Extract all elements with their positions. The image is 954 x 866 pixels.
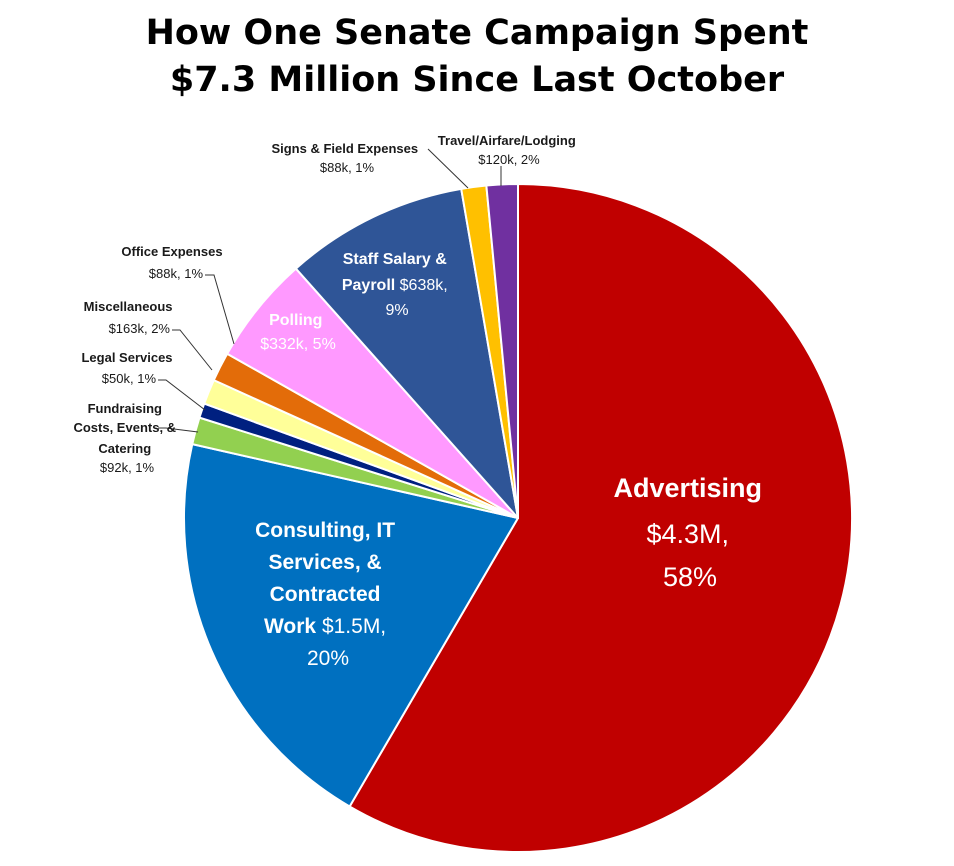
label-legal: Legal Services $50k, 1% [81, 349, 177, 386]
pie-slices [182, 182, 853, 853]
chart-title: How One Senate Campaign Spent $7.3 Milli… [0, 10, 954, 104]
chart-title-line-1: How One Senate Campaign Spent [145, 13, 809, 53]
label-staff-name-2: Payroll [342, 277, 395, 294]
label-fundraising: Fundraising Costs, Events, & Catering $9… [73, 400, 180, 475]
label-travel-value: $120k, 2% [478, 152, 540, 167]
label-signs-value: $88k, 1% [320, 160, 375, 175]
label-staff-amount: $638k, [395, 277, 447, 294]
label-polling-name: Polling [269, 312, 322, 329]
label-consulting-name-3: Contracted [270, 583, 381, 606]
label-consulting-pct: 20% [307, 647, 349, 670]
leader-lines [158, 148, 502, 433]
leader-line-misc [172, 329, 213, 371]
leader-line-legal [158, 379, 206, 411]
label-staff-line-2: Payroll $638k, [342, 277, 448, 294]
pie-slice-advertising [348, 183, 853, 853]
label-fundraising-name-2: Costs, Events, & [73, 420, 176, 435]
label-legal-value: $50k, 1% [102, 371, 157, 386]
label-consulting-name-2: Services, & [268, 551, 381, 574]
pie-slice-travel-airfare-lodging [485, 182, 519, 519]
label-signs: Signs & Field Expenses $88k, 1% [271, 140, 422, 175]
label-consulting-line-4: Work $1.5M, [264, 615, 386, 638]
label-consulting-amount: $1.5M, [316, 615, 386, 638]
label-polling-value: $332k, 5% [260, 336, 336, 353]
label-advertising-name: Advertising [614, 473, 763, 503]
label-consulting: Consulting, IT Services, & Contracted Wo… [255, 519, 401, 670]
label-consulting-name-1: Consulting, IT [255, 519, 395, 542]
label-staff: Staff Salary & Payroll $638k, 9% [342, 251, 452, 319]
label-polling: Polling $332k, 5% [260, 312, 336, 353]
pie-slice-consulting-it-services-contracted-work [182, 443, 519, 808]
pie-slice-staff-salary-payroll [294, 187, 519, 519]
label-misc-value: $163k, 2% [109, 321, 171, 336]
leader-line-office [205, 274, 235, 345]
label-fundraising-name-3: Catering [98, 441, 151, 456]
label-office: Office Expenses $88k, 1% [121, 243, 227, 281]
leader-line-fundraising [158, 427, 199, 433]
leader-line-signs [427, 148, 469, 189]
label-fundraising-name-1: Fundraising [88, 401, 162, 416]
label-consulting-name-4: Work [264, 615, 316, 638]
chart-title-line-2: $7.3 Million Since Last October [169, 60, 785, 100]
label-misc-name: Miscellaneous [84, 299, 173, 314]
label-signs-name: Signs & Field Expenses [271, 141, 418, 156]
label-travel: Travel/Airfare/Lodging $120k, 2% [438, 132, 580, 167]
label-legal-name: Legal Services [81, 350, 172, 365]
label-misc: Miscellaneous $163k, 2% [84, 298, 177, 336]
label-office-value: $88k, 1% [149, 266, 204, 281]
label-advertising-amount: $4.3M, [647, 519, 730, 549]
label-fundraising-value: $92k, 1% [100, 460, 155, 475]
label-staff-name-1: Staff Salary & [343, 251, 447, 268]
label-staff-pct: 9% [385, 302, 408, 319]
label-travel-name: Travel/Airfare/Lodging [438, 133, 576, 148]
label-advertising: Advertising $4.3M, 58% [614, 473, 767, 592]
label-advertising-pct: 58% [663, 562, 717, 592]
label-office-name: Office Expenses [121, 244, 222, 259]
